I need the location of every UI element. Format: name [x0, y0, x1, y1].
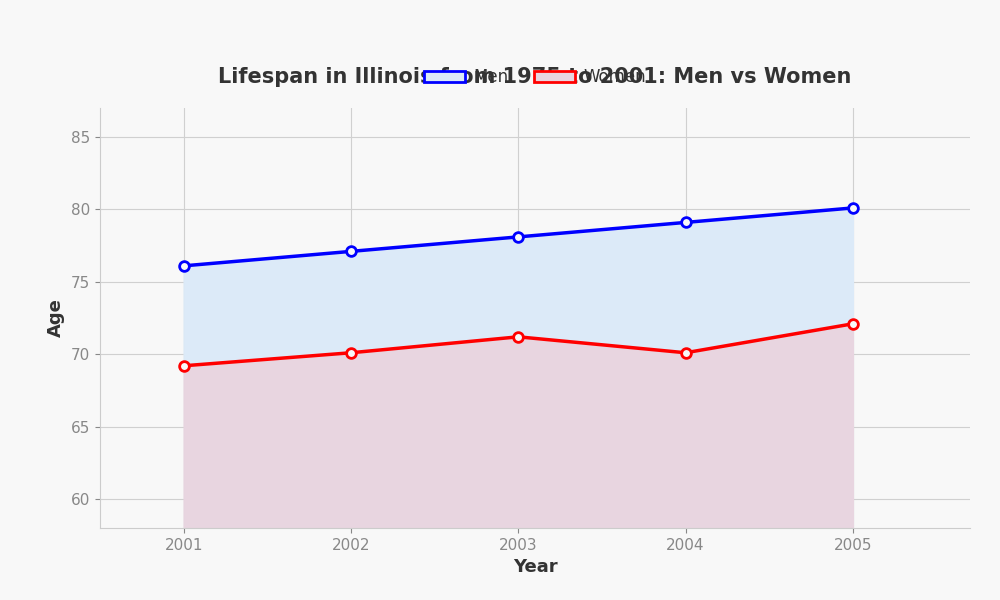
Title: Lifespan in Illinois from 1975 to 2001: Men vs Women: Lifespan in Illinois from 1975 to 2001: …	[218, 67, 852, 87]
X-axis label: Year: Year	[513, 558, 557, 576]
Y-axis label: Age: Age	[47, 299, 65, 337]
Legend: Men, Women: Men, Women	[417, 62, 653, 93]
